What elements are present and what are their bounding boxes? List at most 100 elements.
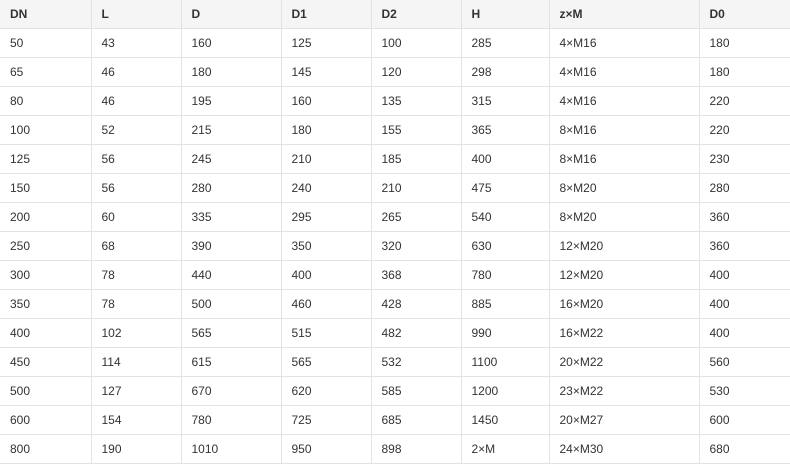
table-cell: 114	[90, 347, 182, 377]
table-cell: 24×M30	[548, 434, 700, 464]
table-cell: 680	[698, 434, 790, 464]
table-cell: 400	[698, 289, 790, 319]
table-cell: 1450	[460, 405, 550, 435]
table-cell: 154	[90, 405, 182, 435]
table-cell: 220	[698, 115, 790, 145]
table-row: 800 190 1010 950 898 2×M 24×M30 680	[0, 434, 790, 464]
table-cell: 180	[698, 57, 790, 87]
table-cell: 350	[0, 289, 92, 319]
table-cell: 300	[0, 260, 92, 290]
table-cell: 295	[280, 202, 372, 232]
table-cell: 1010	[180, 434, 282, 464]
table-cell: 285	[460, 28, 550, 58]
table-cell: 565	[280, 347, 372, 377]
table-cell: 670	[180, 376, 282, 406]
table-cell: 180	[698, 28, 790, 58]
table-cell: 210	[370, 173, 462, 203]
column-header: L	[90, 0, 182, 29]
table-cell: 540	[460, 202, 550, 232]
column-header: D	[180, 0, 282, 29]
table-cell: 56	[90, 144, 182, 174]
table-cell: 460	[280, 289, 372, 319]
table-cell: 16×M22	[548, 318, 700, 348]
table-cell: 1100	[460, 347, 550, 377]
table-cell: 990	[460, 318, 550, 348]
table-cell: 23×M22	[548, 376, 700, 406]
table-cell: 335	[180, 202, 282, 232]
table-cell: 390	[180, 231, 282, 261]
table-cell: 240	[280, 173, 372, 203]
table-cell: 440	[180, 260, 282, 290]
table-cell: 885	[460, 289, 550, 319]
table-cell: 195	[180, 86, 282, 116]
table-cell: 145	[280, 57, 372, 87]
table-cell: 8×M16	[548, 115, 700, 145]
table-cell: 360	[698, 202, 790, 232]
table-row: 125 56 245 210 185 400 8×M16 230	[0, 144, 790, 174]
table-cell: 400	[698, 260, 790, 290]
table-cell: 102	[90, 318, 182, 348]
table-cell: 56	[90, 173, 182, 203]
table-row: 100 52 215 180 155 365 8×M16 220	[0, 115, 790, 145]
table-cell: 620	[280, 376, 372, 406]
table-cell: 215	[180, 115, 282, 145]
table-row: 500 127 670 620 585 1200 23×M22 530	[0, 376, 790, 406]
table-cell: 180	[180, 57, 282, 87]
column-header: H	[460, 0, 550, 29]
table-cell: 20×M22	[548, 347, 700, 377]
table-cell: 60	[90, 202, 182, 232]
table-cell: 475	[460, 173, 550, 203]
table-cell: 160	[280, 86, 372, 116]
table-row: 400 102 565 515 482 990 16×M22 400	[0, 318, 790, 348]
table-cell: 320	[370, 231, 462, 261]
column-header: DN	[0, 0, 92, 29]
table-cell: 600	[0, 405, 92, 435]
table-cell: 4×M16	[548, 86, 700, 116]
table-cell: 43	[90, 28, 182, 58]
table-cell: 400	[280, 260, 372, 290]
table-row: 150 56 280 240 210 475 8×M20 280	[0, 173, 790, 203]
table-cell: 210	[280, 144, 372, 174]
table-cell: 16×M20	[548, 289, 700, 319]
table-cell: 500	[0, 376, 92, 406]
table-cell: 8×M20	[548, 202, 700, 232]
table-cell: 2×M	[460, 434, 550, 464]
table-row: 50 43 160 125 100 285 4×M16 180	[0, 28, 790, 58]
column-header: D1	[280, 0, 372, 29]
table-cell: 265	[370, 202, 462, 232]
table-cell: 400	[460, 144, 550, 174]
table-cell: 630	[460, 231, 550, 261]
column-header: D0	[698, 0, 790, 29]
table-cell: 220	[698, 86, 790, 116]
table-cell: 68	[90, 231, 182, 261]
table-row: 600 154 780 725 685 1450 20×M27 600	[0, 405, 790, 435]
table-cell: 4×M16	[548, 28, 700, 58]
table-cell: 4×M16	[548, 57, 700, 87]
table-cell: 8×M16	[548, 144, 700, 174]
table-cell: 950	[280, 434, 372, 464]
table-cell: 8×M20	[548, 173, 700, 203]
table-cell: 78	[90, 260, 182, 290]
table-cell: 12×M20	[548, 231, 700, 261]
table-cell: 150	[0, 173, 92, 203]
table-row: 300 78 440 400 368 780 12×M20 400	[0, 260, 790, 290]
table-cell: 46	[90, 86, 182, 116]
table-row: 250 68 390 350 320 630 12×M20 360	[0, 231, 790, 261]
table-cell: 800	[0, 434, 92, 464]
table-cell: 80	[0, 86, 92, 116]
table-cell: 160	[180, 28, 282, 58]
table-cell: 180	[280, 115, 372, 145]
table-cell: 125	[280, 28, 372, 58]
table-cell: 450	[0, 347, 92, 377]
table-cell: 230	[698, 144, 790, 174]
table-cell: 315	[460, 86, 550, 116]
table-cell: 482	[370, 318, 462, 348]
table-cell: 100	[370, 28, 462, 58]
table-cell: 280	[180, 173, 282, 203]
table-cell: 515	[280, 318, 372, 348]
table-cell: 125	[0, 144, 92, 174]
table-cell: 500	[180, 289, 282, 319]
table-cell: 780	[460, 260, 550, 290]
table-cell: 52	[90, 115, 182, 145]
